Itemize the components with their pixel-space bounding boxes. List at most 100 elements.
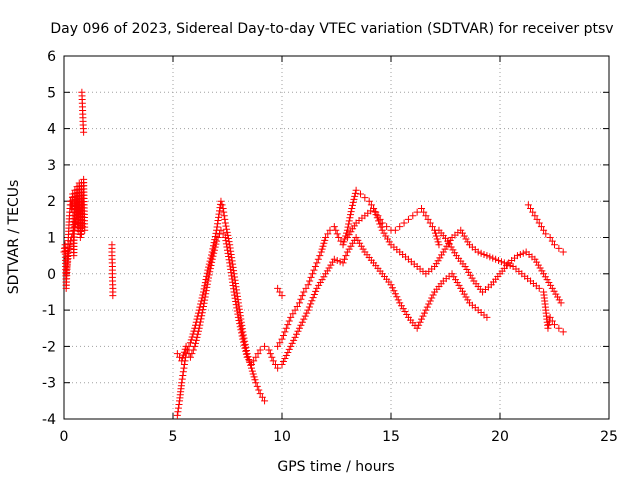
data-point [350, 222, 358, 230]
data-point [317, 248, 325, 256]
data-point [394, 296, 402, 304]
data-point [297, 295, 305, 303]
data-point [179, 351, 187, 359]
data-point [304, 281, 312, 289]
data-point [258, 393, 266, 401]
data-point [372, 211, 380, 219]
data-point [375, 217, 383, 225]
data-point [483, 313, 491, 321]
data-point [208, 255, 216, 263]
data-point [253, 382, 261, 390]
y-tick-label: -1 [42, 303, 56, 319]
data-point [278, 335, 286, 343]
x-tick-label: 20 [491, 429, 509, 445]
data-point [354, 236, 362, 244]
data-point [109, 292, 117, 300]
y-tick-label: 0 [47, 267, 56, 283]
data-point [238, 329, 246, 337]
data-point [349, 198, 357, 206]
data-point [80, 128, 88, 136]
data-point [223, 228, 231, 236]
data-point [252, 353, 260, 361]
data-point [202, 287, 210, 295]
data-point [384, 235, 392, 243]
data-point [308, 297, 316, 305]
data-point [314, 255, 322, 263]
data-point [423, 303, 431, 311]
data-point [300, 315, 308, 323]
data-point [516, 250, 524, 258]
data-point [180, 361, 188, 369]
data-point [541, 273, 549, 281]
data-point [200, 299, 208, 307]
data-point [345, 245, 353, 253]
data-point [312, 287, 320, 295]
data-point [303, 309, 311, 317]
data-point [194, 330, 202, 338]
x-tick-label: 0 [60, 429, 69, 445]
data-point [455, 281, 463, 289]
data-point [265, 346, 273, 354]
data-point [306, 277, 314, 285]
data-point [209, 252, 217, 260]
data-point [426, 219, 434, 227]
data-point [373, 214, 381, 222]
data-point [457, 226, 465, 234]
data-point [231, 291, 239, 299]
data-point [179, 354, 187, 362]
data-point [434, 238, 442, 246]
data-point [178, 375, 186, 383]
data-point [339, 259, 347, 267]
data-point [551, 241, 558, 249]
data-point [345, 220, 353, 228]
data-point [336, 258, 344, 266]
data-point [466, 271, 474, 279]
data-point [447, 243, 455, 251]
data-point [352, 186, 360, 194]
data-point [329, 258, 337, 266]
data-point [192, 336, 200, 344]
data-point [221, 215, 229, 223]
data-point [445, 240, 453, 248]
data-point [420, 309, 428, 317]
data-point [66, 241, 74, 249]
x-axis-label: GPS time / hours [277, 459, 394, 475]
data-point [307, 273, 315, 281]
data-point [323, 267, 331, 275]
data-point [318, 245, 326, 253]
data-point [342, 252, 350, 260]
data-point [302, 284, 310, 292]
data-point [474, 248, 482, 256]
data-point [327, 261, 335, 269]
data-point [432, 232, 440, 240]
data-point [304, 306, 312, 314]
data-point [352, 234, 360, 241]
data-point [203, 283, 211, 291]
data-point [178, 357, 186, 365]
data-point [249, 370, 257, 378]
data-point [250, 357, 258, 365]
data-point [340, 238, 348, 246]
data-point [293, 330, 301, 338]
data-point [291, 306, 299, 314]
data-point [315, 281, 323, 289]
data-point [261, 342, 269, 350]
data-point [195, 324, 203, 332]
data-point [434, 257, 442, 265]
data-point [535, 219, 543, 227]
data-point [330, 255, 338, 263]
data-point [210, 249, 218, 257]
data-point [503, 260, 511, 268]
data-point [256, 390, 264, 398]
data-point [179, 368, 187, 376]
data-point [213, 237, 221, 245]
data-point [175, 400, 183, 408]
data-point [316, 252, 324, 260]
data-point [205, 271, 213, 279]
data-point [295, 324, 303, 332]
data-point [322, 234, 330, 241]
data-point [431, 263, 439, 271]
data-point [409, 212, 417, 220]
data-point [241, 344, 249, 352]
data-point [214, 234, 222, 241]
